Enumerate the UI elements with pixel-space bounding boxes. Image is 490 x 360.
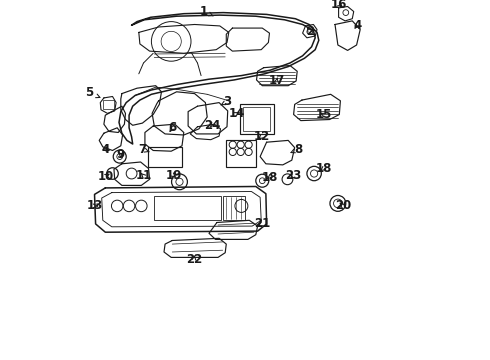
Bar bbox=[154, 196, 221, 220]
Bar bbox=[226, 140, 256, 167]
Text: 19: 19 bbox=[166, 169, 182, 182]
Bar bbox=[222, 196, 245, 220]
Bar bbox=[243, 107, 270, 131]
Text: 1: 1 bbox=[199, 5, 213, 18]
Bar bbox=[103, 100, 114, 109]
Text: 5: 5 bbox=[85, 86, 100, 99]
Text: 7: 7 bbox=[138, 143, 149, 156]
Text: 22: 22 bbox=[186, 253, 202, 266]
Text: 24: 24 bbox=[204, 119, 220, 132]
Text: 20: 20 bbox=[335, 199, 351, 212]
Text: 4: 4 bbox=[353, 19, 362, 32]
Bar bbox=[240, 104, 274, 134]
Text: 2: 2 bbox=[306, 25, 314, 38]
Text: 10: 10 bbox=[97, 170, 114, 183]
Text: 17: 17 bbox=[269, 75, 285, 87]
Text: 15: 15 bbox=[315, 108, 332, 121]
Text: 14: 14 bbox=[229, 107, 245, 120]
Text: 12: 12 bbox=[254, 130, 270, 143]
Text: 4: 4 bbox=[101, 143, 109, 156]
Text: 21: 21 bbox=[254, 217, 270, 230]
Text: 9: 9 bbox=[117, 148, 125, 161]
Text: 13: 13 bbox=[86, 199, 102, 212]
Text: 3: 3 bbox=[221, 95, 232, 108]
Text: 11: 11 bbox=[135, 169, 151, 182]
Bar bbox=[148, 147, 182, 167]
Text: 16: 16 bbox=[331, 0, 347, 11]
Text: 18: 18 bbox=[261, 171, 278, 184]
Text: 8: 8 bbox=[291, 143, 302, 156]
Text: 18: 18 bbox=[315, 162, 332, 175]
Text: 23: 23 bbox=[286, 169, 302, 182]
Text: 6: 6 bbox=[168, 121, 176, 134]
